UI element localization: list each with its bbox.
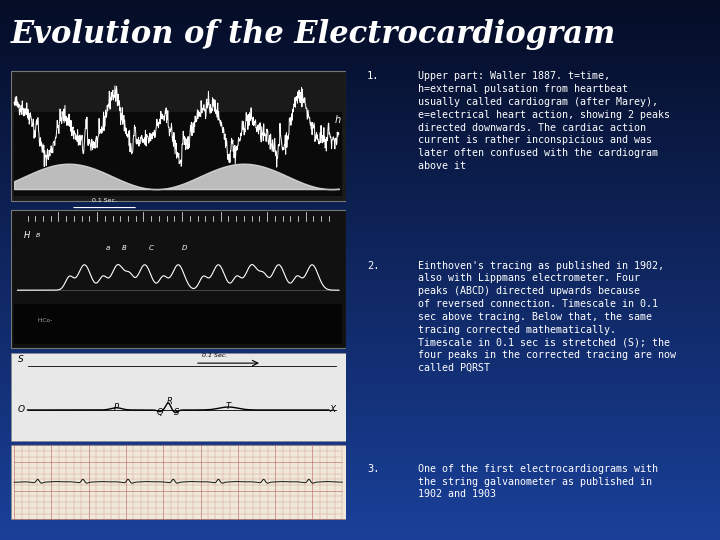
Bar: [11, 71, 346, 201]
Text: a: a: [106, 245, 110, 251]
Text: O: O: [17, 406, 24, 415]
Text: One of the first electrocardiograms with
the string galvanometer as published in: One of the first electrocardiograms with…: [418, 464, 657, 500]
Text: 0.1 Sec.: 0.1 Sec.: [202, 353, 227, 357]
Text: B: B: [122, 245, 127, 251]
Text: h: h: [335, 115, 341, 125]
Text: H: H: [24, 231, 30, 240]
Text: H:Co-: H:Co-: [37, 318, 53, 323]
Bar: [11, 353, 346, 441]
Text: P: P: [114, 403, 119, 411]
Text: 3.: 3.: [367, 464, 379, 474]
Text: C: C: [149, 245, 154, 251]
Text: D: D: [182, 245, 188, 251]
Text: 1.: 1.: [367, 71, 379, 82]
Text: Upper part: Waller 1887. t=time,
h=external pulsation from heartbeat
usually cal: Upper part: Waller 1887. t=time, h=exter…: [418, 71, 670, 171]
Text: 2.: 2.: [367, 261, 379, 271]
Text: Evolution of the Electrocardiogram: Evolution of the Electrocardiogram: [11, 19, 616, 50]
Text: S: S: [17, 355, 23, 364]
Text: Einthoven's tracing as published in 1902,
also with Lippmans electrometer. Four
: Einthoven's tracing as published in 1902…: [418, 261, 675, 373]
Text: Q: Q: [156, 408, 163, 416]
Text: 0.1 Sec.: 0.1 Sec.: [92, 198, 117, 203]
Bar: [14, 305, 342, 344]
Text: S: S: [174, 408, 179, 417]
Text: X: X: [330, 406, 336, 415]
Bar: [11, 210, 346, 348]
Text: B: B: [36, 233, 40, 238]
Bar: [14, 112, 342, 196]
Text: T: T: [226, 402, 231, 410]
Bar: [11, 446, 346, 519]
Text: R: R: [167, 397, 173, 406]
